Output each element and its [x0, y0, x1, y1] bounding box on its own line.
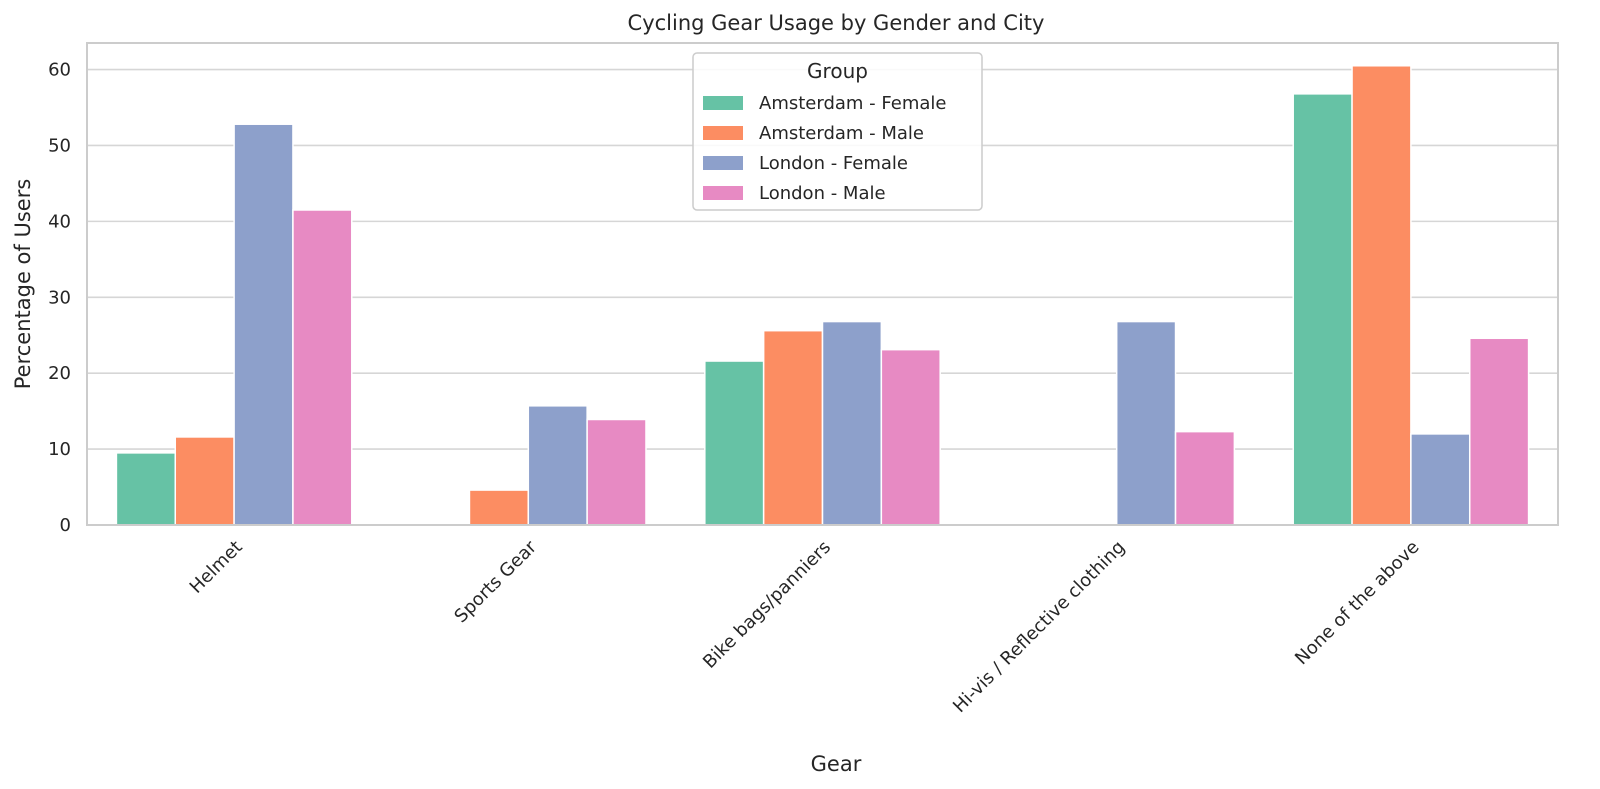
- bar-london-female-4: [1410, 433, 1471, 526]
- plot-frame: [86, 42, 1559, 526]
- x-tick-label: Helmet: [186, 537, 247, 598]
- y-tick-label: 50: [48, 135, 71, 156]
- y-tick-label: 40: [48, 211, 71, 232]
- legend-swatch: [703, 126, 743, 140]
- legend-label: London - Male: [759, 183, 886, 204]
- legend-label: London - Female: [759, 153, 908, 174]
- legend-label: Amsterdam - Male: [759, 123, 924, 144]
- bar-amsterdam-female-0: [115, 452, 177, 526]
- bar-london-female-1: [527, 405, 588, 526]
- y-axis-label: Percentage of Users: [11, 179, 35, 390]
- y-tick-label: 30: [48, 287, 71, 308]
- bar-amsterdam-male-0: [174, 436, 235, 526]
- bar-london-female-2: [821, 320, 883, 526]
- y-tick-label: 0: [60, 515, 71, 536]
- legend-box: [692, 52, 983, 211]
- bar-london-male-3: [1174, 430, 1236, 526]
- legend-swatch: [703, 186, 743, 200]
- bar-amsterdam-female-4: [1292, 93, 1353, 526]
- y-tick-label: 60: [48, 60, 71, 81]
- chart-title: Cycling Gear Usage by Gender and City: [628, 11, 1045, 35]
- bar-london-male-2: [880, 348, 941, 526]
- legend-label: Amsterdam - Female: [759, 93, 946, 114]
- x-tick-label: None of the above: [1291, 537, 1423, 669]
- bar-amsterdam-male-2: [762, 329, 824, 526]
- bar-amsterdam-male-1: [468, 489, 530, 526]
- bar-london-female-3: [1115, 320, 1177, 526]
- bar-amsterdam-male-4: [1351, 65, 1412, 526]
- x-axis-label: Gear: [811, 752, 862, 776]
- x-tick-label: Sports Gear: [450, 536, 541, 627]
- legend: Group Amsterdam - Female Amsterdam - Male L…: [692, 52, 983, 211]
- legend-swatch: [703, 156, 743, 170]
- y-tick-label: 20: [48, 363, 71, 384]
- legend-title: Group: [807, 59, 868, 83]
- bar-london-male-1: [586, 418, 647, 526]
- x-tick-label: Hi-vis / Reflective clothing: [949, 537, 1129, 717]
- bar-amsterdam-female-2: [704, 360, 765, 526]
- x-tick-label: Bike bags/panniers: [699, 537, 835, 673]
- bar-london-female-0: [233, 123, 294, 526]
- y-tick-label: 10: [48, 439, 71, 460]
- legend-swatch: [703, 96, 743, 110]
- bar-london-male-4: [1468, 337, 1530, 526]
- bar-london-male-0: [292, 209, 353, 526]
